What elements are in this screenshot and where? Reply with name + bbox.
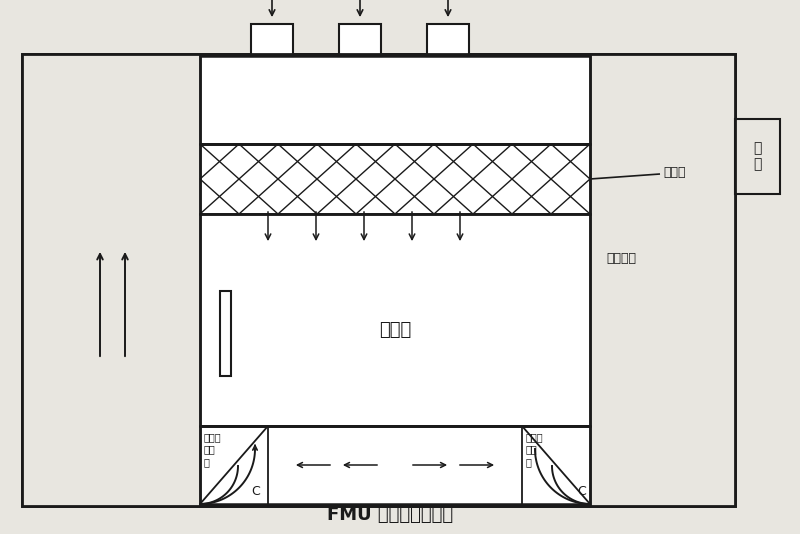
Text: 洁净室: 洁净室: [379, 321, 411, 339]
Text: 新: 新: [754, 142, 762, 155]
Text: FMU 送风方式示意图: FMU 送风方式示意图: [327, 506, 453, 524]
Bar: [22, 54, 735, 506]
Bar: [22, 54, 200, 506]
Bar: [200, 144, 590, 214]
Bar: [735, 119, 780, 194]
Bar: [251, 24, 293, 56]
Bar: [22, 54, 735, 506]
Text: 干式制
冷盘
管: 干式制 冷盘 管: [204, 432, 222, 467]
Text: 回风夹道: 回风夹道: [606, 253, 636, 265]
Bar: [590, 54, 735, 506]
Text: C: C: [252, 485, 260, 498]
Text: 干式制
冷盘
管: 干式制 冷盘 管: [526, 432, 544, 467]
Text: C: C: [578, 485, 586, 498]
Text: 过滤器: 过滤器: [663, 166, 686, 178]
Bar: [200, 214, 590, 426]
Text: 风: 风: [754, 158, 762, 171]
Bar: [427, 24, 469, 56]
Bar: [200, 426, 590, 504]
Bar: [200, 56, 590, 144]
Bar: [339, 24, 381, 56]
Bar: [220, 291, 231, 376]
